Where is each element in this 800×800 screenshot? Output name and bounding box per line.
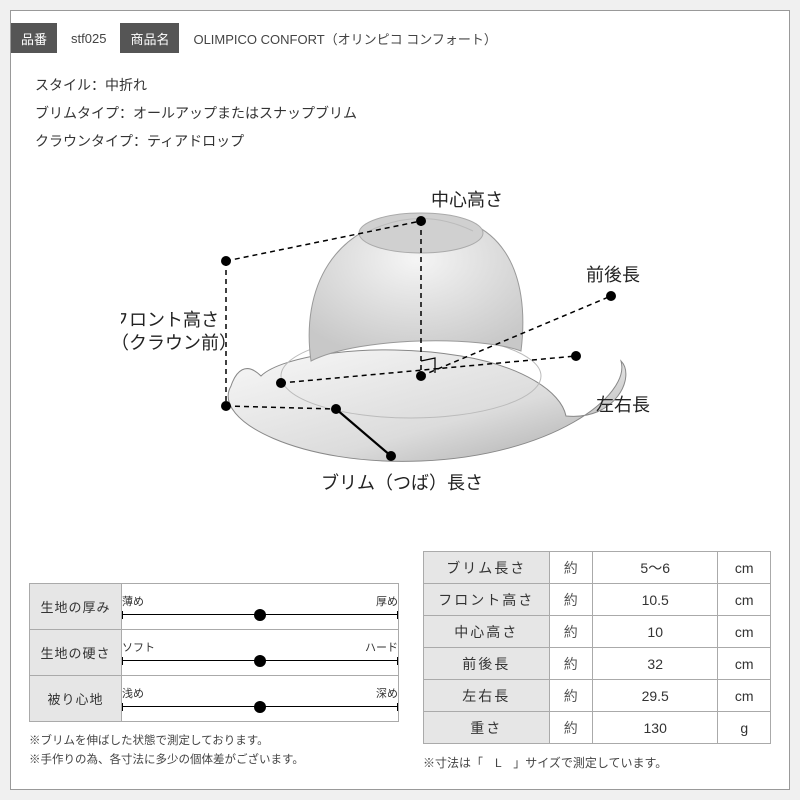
bottom-area: 生地の厚み 薄め 厚め 生地の硬さ ソフト ハード (11, 551, 789, 789)
label-brim-length: ブリム（つば）長さ (321, 472, 483, 493)
style-line: スタイル：中折れ (35, 71, 789, 99)
name-value: OLIMPICO CONFORT（オリンピコ コンフォート） (179, 23, 510, 53)
label-front-height-2: （クラウン前） (121, 333, 237, 353)
code-value: stf025 (57, 23, 120, 53)
measurements-block: ブリム長さ約5〜6cm フロント高さ約10.5cm 中心高さ約10cm 前後長約… (423, 551, 771, 771)
slider-cell: 薄め 厚め (122, 583, 399, 629)
code-label: 品番 (11, 23, 57, 53)
slider-label: 生地の厚み (30, 583, 122, 629)
slider-dot (254, 609, 266, 621)
label-front-back: 前後長 (586, 265, 640, 285)
sliders-block: 生地の厚み 薄め 厚め 生地の硬さ ソフト ハード (29, 583, 399, 771)
measurement-note: ※寸法は「 L 」サイズで測定しています。 (423, 754, 771, 771)
slider-cell: ソフト ハード (122, 629, 399, 675)
slider-dot (254, 701, 266, 713)
name-label: 商品名 (120, 23, 179, 53)
hat-diagram: 中心高さ 前後長 フロント高さ （クラウン前） 左右長 ブリム（つば）長さ (121, 161, 681, 501)
slider-label: 被り心地 (30, 675, 122, 721)
slider-table: 生地の厚み 薄め 厚め 生地の硬さ ソフト ハード (29, 583, 399, 722)
measurements-table: ブリム長さ約5〜6cm フロント高さ約10.5cm 中心高さ約10cm 前後長約… (423, 551, 771, 744)
crown-type-line: クラウンタイプ：ティアドロップ (35, 127, 789, 155)
header-row: 品番 stf025 商品名 OLIMPICO CONFORT（オリンピコ コンフ… (11, 23, 789, 53)
brim-type-line: ブリムタイプ：オールアップまたはスナップブリム (35, 99, 789, 127)
slider-notes: ※ブリムを伸ばした状態で測定しております。 ※手作りの為、各寸法に多少の個体差が… (29, 732, 399, 771)
label-left-right: 左右長 (596, 395, 650, 415)
label-front-height-1: フロント高さ (121, 310, 219, 330)
slider-label: 生地の硬さ (30, 629, 122, 675)
slider-dot (254, 655, 266, 667)
spec-lines: スタイル：中折れ ブリムタイプ：オールアップまたはスナップブリム クラウンタイプ… (35, 71, 789, 155)
label-center-height: 中心高さ (431, 190, 503, 210)
slider-cell: 浅め 深め (122, 675, 399, 721)
product-spec-card: 品番 stf025 商品名 OLIMPICO CONFORT（オリンピコ コンフ… (10, 10, 790, 790)
